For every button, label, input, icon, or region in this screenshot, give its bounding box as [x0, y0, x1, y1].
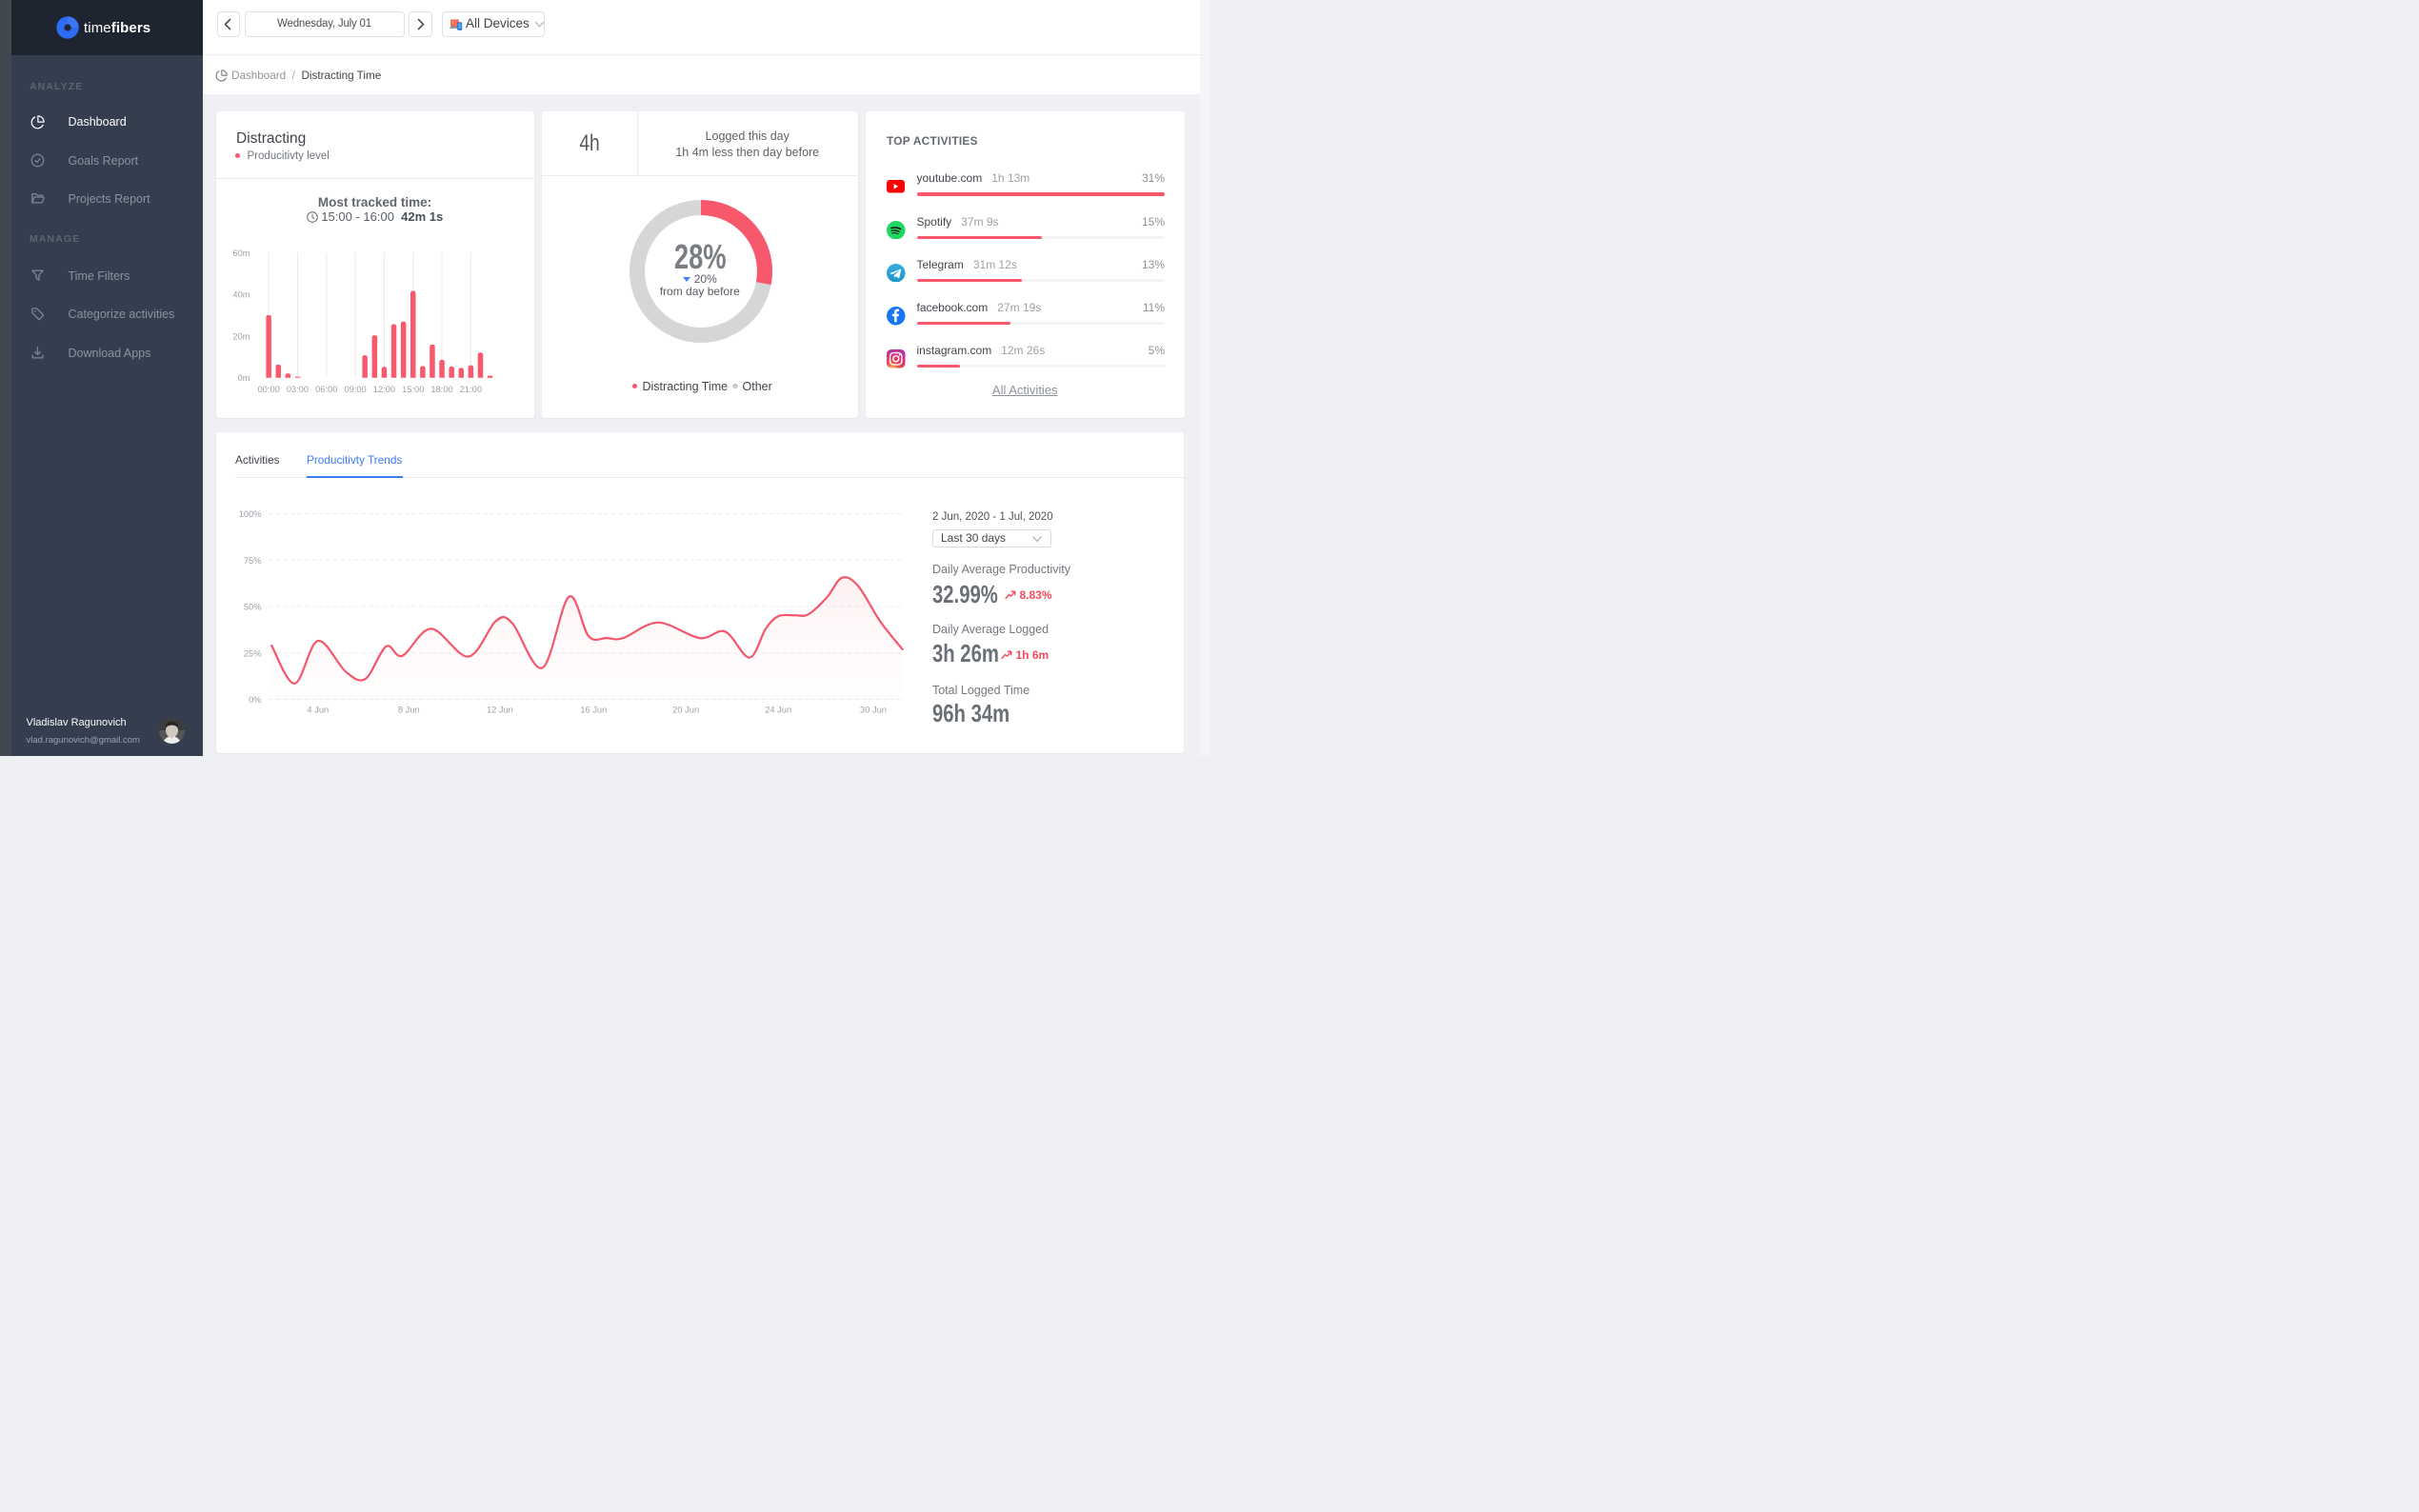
svg-text:15:00: 15:00	[402, 385, 424, 394]
svg-text:60m: 60m	[232, 249, 250, 258]
svg-text:0m: 0m	[237, 373, 250, 383]
svg-text:20 Jun: 20 Jun	[672, 705, 699, 714]
svg-text:21:00: 21:00	[459, 385, 481, 394]
svg-text:12:00: 12:00	[372, 385, 394, 394]
svg-text:25%: 25%	[243, 648, 261, 658]
svg-text:16 Jun: 16 Jun	[580, 705, 607, 714]
svg-text:40m: 40m	[232, 289, 250, 299]
svg-text:0%: 0%	[249, 695, 261, 705]
svg-text:18:00: 18:00	[430, 385, 452, 394]
svg-text:03:00: 03:00	[286, 385, 308, 394]
svg-text:20m: 20m	[232, 331, 250, 341]
svg-text:06:00: 06:00	[315, 385, 337, 394]
svg-text:30 Jun: 30 Jun	[860, 705, 887, 714]
svg-text:4 Jun: 4 Jun	[307, 705, 329, 714]
svg-text:75%: 75%	[243, 555, 261, 565]
svg-text:8 Jun: 8 Jun	[397, 705, 419, 714]
svg-text:12 Jun: 12 Jun	[486, 705, 512, 714]
svg-text:50%: 50%	[243, 602, 261, 611]
svg-text:09:00: 09:00	[344, 385, 366, 394]
svg-text:24 Jun: 24 Jun	[765, 705, 791, 714]
svg-text:100%: 100%	[238, 509, 261, 519]
svg-text:00:00: 00:00	[257, 385, 279, 394]
